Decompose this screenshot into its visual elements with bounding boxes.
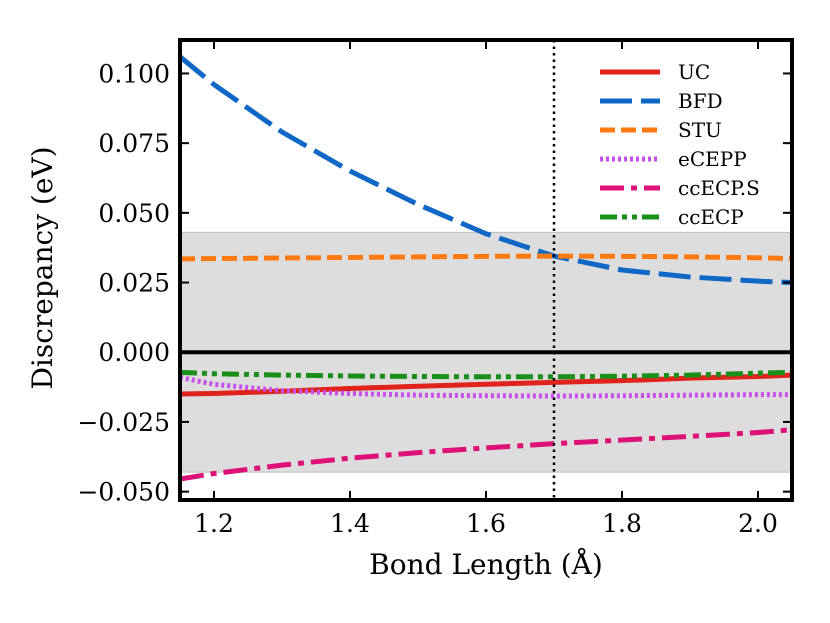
series-line-bfd bbox=[180, 54, 792, 286]
series-layer bbox=[180, 54, 792, 482]
y-tick-label: 0.050 bbox=[98, 199, 170, 228]
y-tick-label: −0.025 bbox=[77, 408, 170, 437]
legend-entry-label: STU bbox=[678, 118, 722, 142]
reference-lines bbox=[180, 40, 792, 500]
series-line-uc bbox=[180, 372, 792, 397]
x-tick-label: 1.8 bbox=[602, 509, 642, 538]
series-line-ccecp-s bbox=[180, 427, 792, 482]
x-axis-label: Bond Length (Å) bbox=[369, 548, 603, 581]
legend-entry-label: eCEPP bbox=[678, 147, 747, 171]
x-tick-label: 1.4 bbox=[330, 509, 370, 538]
x-tick-label: 2.0 bbox=[738, 509, 778, 538]
y-tick-label: 0.075 bbox=[98, 129, 170, 158]
y-axis-label: Discrepancy (eV) bbox=[26, 146, 59, 389]
ticks: 1.2 1.4 1.6 1.8 2.0 −0.050 −0.025 0.000 0.025 0.0… bbox=[77, 40, 792, 538]
series-line-stu bbox=[180, 253, 792, 262]
series-line-ecepp bbox=[180, 374, 792, 399]
y-tick-label: 0.025 bbox=[98, 269, 170, 298]
legend-entry-label: UC bbox=[678, 60, 710, 84]
legend: UC BFD STU eCEPP ccECP.S ccECP bbox=[600, 60, 760, 229]
series-line-ccecp bbox=[180, 369, 792, 380]
y-tick-label: 0.000 bbox=[98, 338, 170, 367]
y-tick-label: −0.050 bbox=[77, 478, 170, 507]
x-tick-label: 1.6 bbox=[466, 509, 506, 538]
x-tick-label: 1.2 bbox=[194, 509, 234, 538]
legend-entry-label: BFD bbox=[678, 89, 723, 113]
legend-entry-label: ccECP.S bbox=[678, 176, 760, 200]
y-tick-label: 0.100 bbox=[98, 59, 170, 88]
legend-entry-label: ccECP bbox=[678, 205, 744, 229]
